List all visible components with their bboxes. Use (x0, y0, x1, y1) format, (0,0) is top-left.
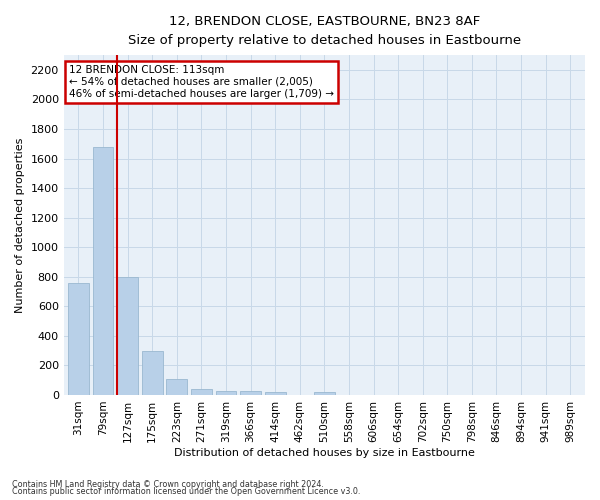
Bar (166, 378, 187, 395)
Title: 12, BRENDON CLOSE, EASTBOURNE, BN23 8AF
Size of property relative to detached ho: 12, BRENDON CLOSE, EASTBOURNE, BN23 8AF … (128, 15, 521, 47)
Bar (191, 389, 212, 395)
Bar (215, 390, 236, 395)
Bar (314, 392, 335, 395)
Text: Contains public sector information licensed under the Open Government Licence v3: Contains public sector information licen… (12, 488, 361, 496)
X-axis label: Distribution of detached houses by size in Eastbourne: Distribution of detached houses by size … (174, 448, 475, 458)
Y-axis label: Number of detached properties: Number of detached properties (15, 138, 25, 312)
Bar (265, 392, 286, 395)
Bar (117, 277, 138, 395)
Text: 12 BRENDON CLOSE: 113sqm
← 54% of detached houses are smaller (2,005)
46% of sem: 12 BRENDON CLOSE: 113sqm ← 54% of detach… (69, 66, 334, 98)
Bar (68, 282, 89, 395)
Bar (240, 392, 261, 395)
Bar (142, 350, 163, 395)
Bar (92, 146, 113, 395)
Text: Contains HM Land Registry data © Crown copyright and database right 2024.: Contains HM Land Registry data © Crown c… (12, 480, 324, 489)
